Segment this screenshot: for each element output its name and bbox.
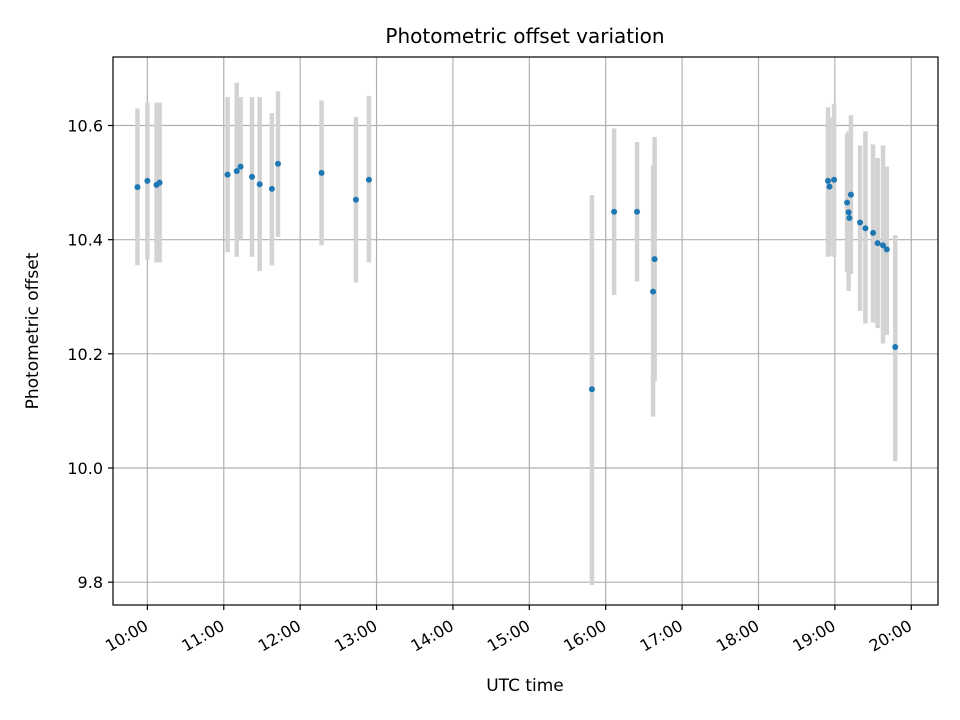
data-point [352, 196, 359, 203]
y-axis-label: Photometric offset [23, 252, 43, 409]
data-point [318, 169, 325, 176]
x-axis-label: UTC time [486, 676, 564, 696]
data-point [611, 208, 618, 215]
data-point [883, 246, 890, 253]
data-point [874, 240, 881, 247]
chart-title: Photometric offset variation [385, 24, 664, 48]
data-point [275, 160, 281, 167]
data-point [825, 177, 831, 184]
data-point [857, 219, 864, 226]
data-point [634, 208, 641, 215]
y-tick-label: 10.4 [67, 231, 103, 250]
y-tick-label: 10.6 [67, 117, 103, 136]
data-point [846, 214, 853, 221]
y-tick-label: 10.0 [67, 459, 103, 478]
data-point [365, 176, 372, 183]
data-point [156, 179, 163, 186]
data-point [831, 176, 838, 183]
data-point [847, 191, 854, 198]
data-point [844, 199, 851, 206]
plot-frame [112, 56, 939, 606]
data-point [249, 173, 256, 180]
data-point [826, 183, 833, 190]
data-point [256, 181, 263, 188]
data-point [862, 225, 869, 232]
data-point [650, 288, 657, 295]
data-point [268, 185, 275, 192]
data-point [588, 386, 595, 393]
data-point [233, 168, 240, 175]
y-tick-label: 9.8 [78, 573, 103, 592]
data-point [651, 256, 658, 263]
data-point [144, 177, 151, 184]
data-point [892, 343, 899, 350]
y-tick-label: 10.2 [67, 345, 103, 364]
data-point [880, 242, 886, 249]
data-point [870, 229, 877, 236]
data-point [845, 209, 852, 216]
y-axis: 9.8 10.0 10.2 10.4 10.6 [67, 117, 113, 592]
data-point [224, 171, 231, 178]
data-points [134, 160, 899, 393]
data-point [134, 184, 141, 191]
data-point [237, 163, 244, 170]
grid [113, 57, 938, 605]
